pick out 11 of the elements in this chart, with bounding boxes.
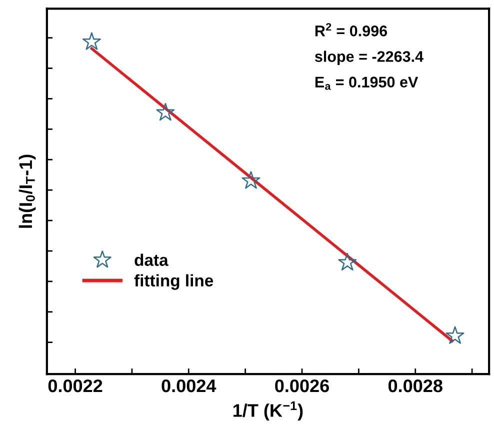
x-tick-label: 0.0026 (275, 379, 329, 392)
text: R$^{2}$ = 0.996 (315, 23, 388, 36)
annotation: slope = -2263.4 (314, 50, 424, 65)
legend-label: fitting line (134, 274, 214, 290)
x-axis-title: 1/T (K$^{−1}$) (233, 401, 303, 420)
x-tick-label: 0.0022 (48, 379, 102, 392)
legend-label: data (134, 254, 168, 266)
x-tick-label: 0.0024 (162, 379, 216, 392)
x-tick-label: 0.0028 (388, 379, 442, 392)
y-axis-title: ln(I$_{0}$/I$_{T}$-1) (18, 154, 36, 228)
annotation: E$_{a}$ = 0.1950 eV (315, 76, 418, 90)
